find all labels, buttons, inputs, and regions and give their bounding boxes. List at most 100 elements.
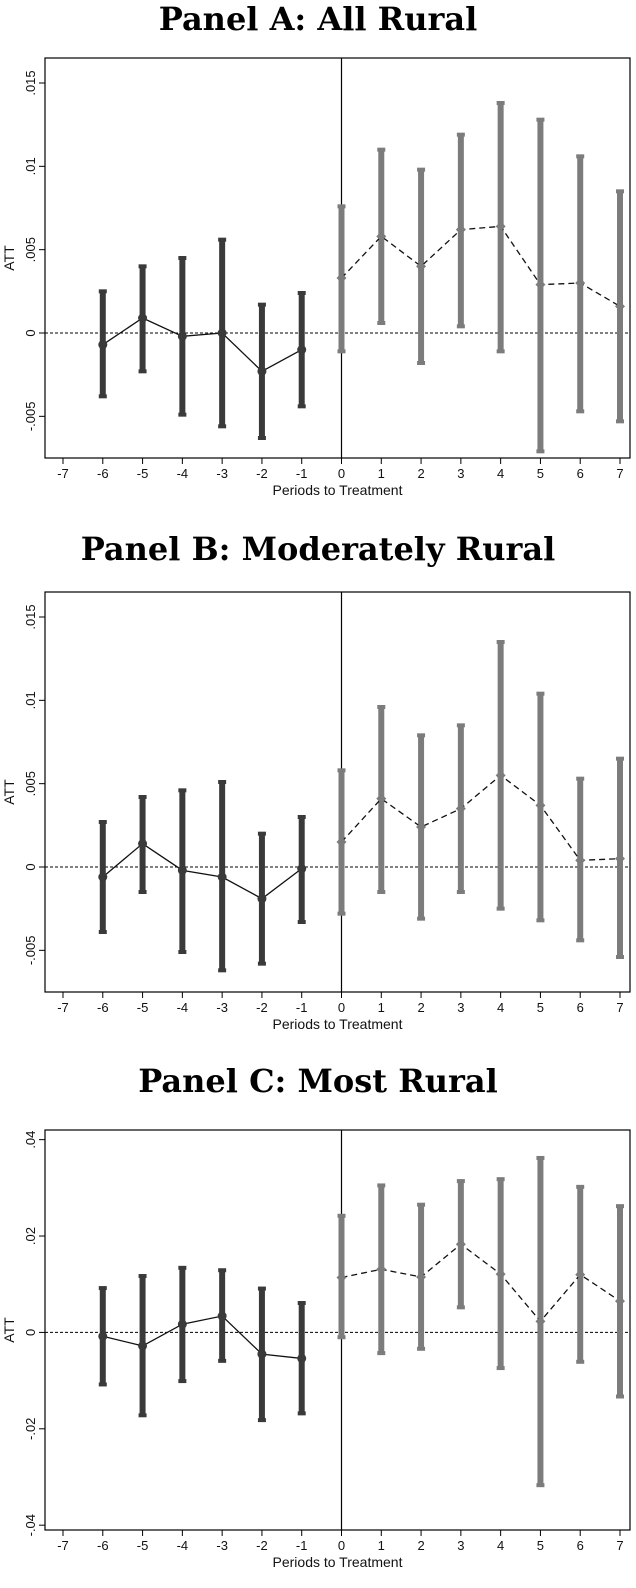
x-tick-label: -3	[216, 1538, 228, 1553]
x-tick-label: 5	[537, 1000, 544, 1015]
plot-frame	[44, 591, 631, 993]
x-tick-label: 4	[497, 466, 504, 481]
x-tick-label: 0	[338, 1000, 345, 1015]
point-marker	[257, 1349, 267, 1359]
series-line-post	[341, 1243, 621, 1323]
x-tick-label: 5	[537, 1538, 544, 1553]
series-line-post	[341, 225, 621, 307]
panel-c-title: Panel C: Most Rural	[138, 1062, 498, 1100]
point-marker	[177, 331, 187, 341]
x-tick-label: -7	[57, 466, 69, 481]
point-marker	[416, 1271, 427, 1282]
point-marker	[138, 839, 148, 849]
y-axis-title: ATT	[1, 245, 17, 271]
x-tick-label: 2	[417, 466, 424, 481]
panel-b: Panel B: Moderately Rural -7 -6 -5 -4 -3 -2 -1…	[0, 530, 636, 1032]
point-marker	[575, 278, 586, 288]
point-marker	[98, 1331, 108, 1341]
point-marker	[98, 340, 108, 350]
point-marker	[575, 1269, 586, 1280]
y-tick-label: -.04	[23, 1514, 38, 1536]
panel-c: Panel C: Most Rural -7 -6 -5 -4 -3 -2 -1 0 1 2 3 4 5…	[0, 1062, 636, 1578]
x-tick-label: -4	[177, 466, 189, 481]
x-tick-label: 5	[537, 466, 544, 481]
x-tick-label: 6	[577, 1000, 584, 1015]
panel-a-title: Panel A: All Rural	[158, 0, 478, 38]
y-tick-label: .04	[23, 1131, 38, 1149]
x-tick-label: 1	[378, 1000, 385, 1015]
point-marker	[455, 1239, 466, 1250]
x-tick-label: 7	[616, 466, 623, 481]
x-tick-label: 7	[616, 1538, 623, 1553]
point-marker	[297, 864, 307, 874]
point-marker	[495, 770, 506, 781]
x-tick-label: 4	[497, 1000, 504, 1015]
y-tick-label: .01	[23, 157, 38, 175]
point-marker	[535, 279, 546, 290]
series-line-pre	[102, 317, 303, 373]
x-tick-label: -4	[177, 1000, 189, 1015]
x-tick-label: 6	[577, 1538, 584, 1553]
y-tick-label: .005	[23, 771, 38, 796]
y-tick-label: .015	[23, 70, 38, 95]
x-tick-label: -1	[296, 1538, 308, 1553]
y-tick-label: .005	[23, 237, 38, 262]
point-marker	[455, 803, 466, 814]
x-tick-label: 3	[457, 1000, 464, 1015]
y-tick-label: .015	[23, 604, 38, 629]
point-marker	[575, 855, 586, 866]
x-tick-label: -6	[97, 466, 109, 481]
y-tick-label: -.02	[23, 1418, 38, 1440]
x-tick-label: -5	[137, 1000, 149, 1015]
point-marker	[376, 1264, 387, 1275]
point-marker	[535, 800, 546, 811]
point-marker	[495, 221, 506, 232]
panel-a: Panel A: All Rural -7 -6 -5 -4 -3 -2 -1 0 1 2 3 4 5 6…	[0, 0, 636, 510]
plot-frame	[44, 1129, 631, 1531]
point-marker	[177, 865, 187, 875]
point-marker	[416, 822, 427, 832]
point-marker	[217, 1311, 227, 1321]
y-tick-label: -.005	[23, 402, 38, 432]
y-tick-label: -.005	[23, 936, 38, 966]
plot-frame	[44, 57, 631, 459]
x-tick-label: -2	[256, 1000, 268, 1015]
x-tick-label: -3	[216, 1000, 228, 1015]
x-axis-title: Periods to Treatment	[273, 1016, 403, 1032]
x-tick-label: 1	[378, 1538, 385, 1553]
x-tick-label: -1	[296, 1000, 308, 1015]
x-tick-label: -2	[256, 466, 268, 481]
panel-b-title: Panel B: Moderately Rural	[80, 530, 556, 568]
point-marker	[376, 231, 387, 242]
point-marker	[217, 328, 227, 338]
point-marker	[257, 366, 267, 376]
x-axis-title: Periods to Treatment	[273, 482, 403, 498]
x-tick-label: -5	[137, 466, 149, 481]
point-marker	[416, 261, 427, 272]
point-marker	[297, 345, 307, 355]
x-tick-label: 0	[338, 1538, 345, 1553]
panel-a-plot: -7 -6 -5 -4 -3 -2 -1 0 1 2 3 4 5 6 7 -.005 0 .005 .01 .015 P…	[1, 57, 631, 498]
series-line-pre	[102, 1315, 302, 1360]
point-marker	[217, 872, 227, 882]
point-marker	[495, 1269, 506, 1280]
y-axis-title: ATT	[1, 779, 17, 805]
point-marker	[98, 872, 108, 882]
x-tick-label: 3	[457, 1538, 464, 1553]
x-tick-label: -5	[137, 1538, 149, 1553]
point-marker	[535, 1316, 546, 1327]
x-axis-title: Periods to Treatment	[273, 1554, 403, 1570]
point-marker	[336, 1272, 347, 1283]
x-tick-label: 0	[338, 466, 345, 481]
point-marker	[455, 224, 466, 235]
point-marker	[615, 1296, 625, 1307]
series-line-pre	[102, 842, 303, 900]
y-tick-label: 0	[23, 1329, 38, 1336]
x-tick-label: -1	[296, 466, 308, 481]
x-tick-label: 2	[417, 1000, 424, 1015]
x-tick-label: -7	[57, 1000, 69, 1015]
x-tick-label: 6	[577, 466, 584, 481]
y-tick-label: 0	[23, 863, 38, 870]
point-marker	[138, 1341, 148, 1351]
point-marker	[257, 894, 267, 904]
